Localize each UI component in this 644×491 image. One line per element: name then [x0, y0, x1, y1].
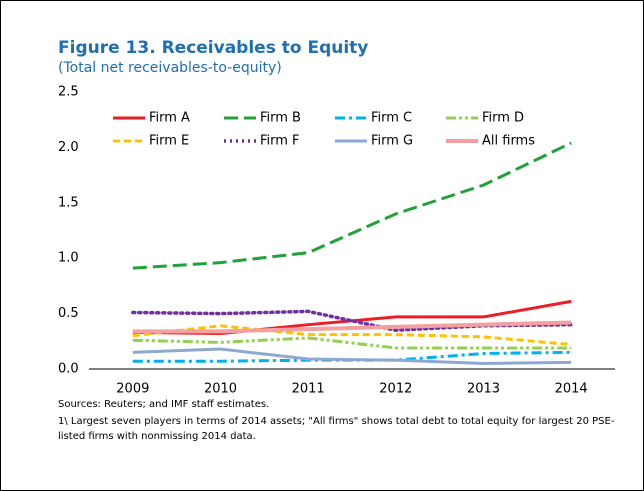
chart-subtitle: (Total net receivables-to-equity) — [58, 60, 282, 76]
y-tick-label: 2.0 — [58, 140, 79, 155]
legend-label: Firm F — [260, 134, 300, 149]
y-tick-label: 1.0 — [58, 251, 79, 266]
legend-label: Firm C — [371, 111, 412, 126]
legend-label: Firm B — [260, 111, 301, 126]
series-line — [132, 347, 572, 365]
note: 1\ Largest seven players in terms of 201… — [58, 416, 615, 442]
series-line — [132, 336, 572, 350]
y-tick-label: 2.5 — [58, 85, 79, 100]
x-tick-label: 2013 — [467, 382, 500, 397]
y-tick-label: 0.0 — [58, 362, 79, 377]
series-line — [132, 320, 572, 334]
legend-label: Firm D — [482, 111, 524, 126]
x-tick-label: 2012 — [379, 382, 412, 397]
legend-label: Firm A — [149, 111, 190, 126]
legend-label: Firm G — [371, 134, 413, 149]
y-tick-label: 0.5 — [58, 306, 79, 321]
series-line — [132, 299, 572, 336]
chart: Figure 13. Receivables to Equity (Total … — [58, 38, 615, 397]
series-line — [132, 141, 572, 270]
sources: Sources: Reuters; and IMF staff estimate… — [58, 399, 270, 410]
x-tick-label: 2011 — [292, 382, 325, 397]
series-line — [132, 324, 572, 347]
legend-label: All firms — [482, 134, 535, 149]
chart-title: Figure 13. Receivables to Equity — [58, 38, 368, 58]
y-tick-label: 1.5 — [58, 195, 79, 210]
x-tick-label: 2009 — [116, 382, 149, 397]
legend-label: Firm E — [149, 134, 189, 149]
x-tick-label: 2010 — [204, 382, 237, 397]
x-tick-label: 2014 — [555, 382, 588, 397]
